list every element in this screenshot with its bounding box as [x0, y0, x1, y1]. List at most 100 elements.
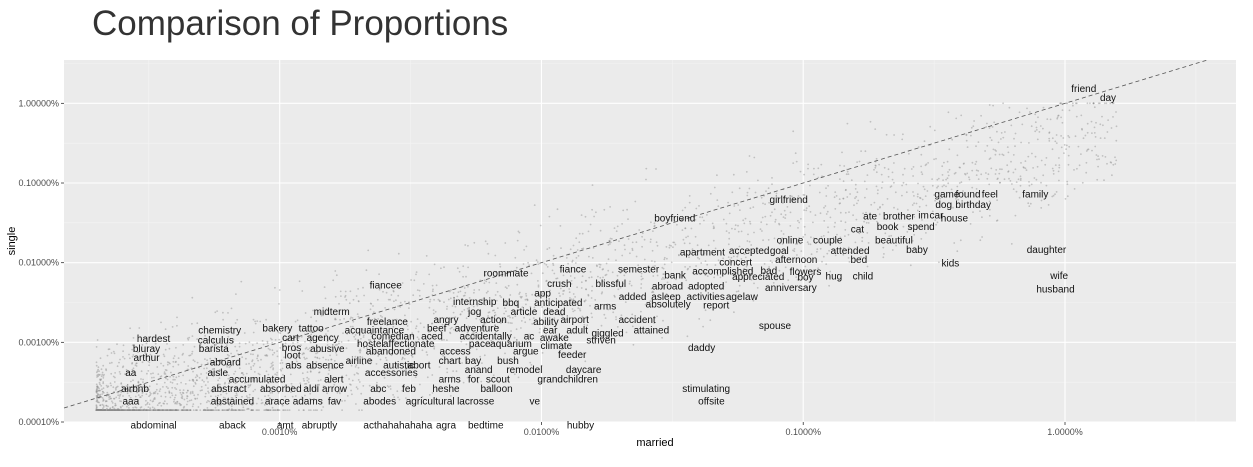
data-point — [1040, 125, 1042, 127]
data-point — [195, 377, 197, 379]
data-point — [1048, 140, 1050, 142]
data-point — [242, 409, 244, 411]
data-point — [171, 409, 173, 411]
data-point — [753, 232, 755, 234]
data-point — [160, 376, 162, 378]
data-point — [1006, 164, 1008, 166]
data-point — [641, 236, 643, 238]
data-point — [457, 267, 459, 269]
data-point — [114, 403, 116, 405]
data-point — [306, 358, 308, 360]
data-point — [936, 179, 938, 181]
data-point — [240, 281, 242, 283]
data-point — [684, 207, 686, 209]
data-point — [864, 197, 866, 199]
data-point — [410, 279, 412, 281]
data-point — [525, 304, 527, 306]
data-point — [827, 211, 829, 213]
data-point — [1007, 146, 1009, 148]
data-point — [1054, 193, 1056, 195]
word-label: accident — [618, 315, 655, 326]
data-point — [820, 212, 822, 214]
word-label: offsite — [698, 397, 725, 408]
data-point — [341, 409, 343, 411]
data-point — [870, 204, 872, 206]
data-point — [221, 409, 223, 411]
data-point — [197, 362, 199, 364]
data-point — [593, 247, 595, 249]
data-point — [1115, 140, 1117, 142]
data-point — [142, 381, 144, 383]
data-point — [278, 339, 280, 341]
data-point — [661, 267, 663, 269]
data-point — [1032, 167, 1034, 169]
data-point — [1086, 150, 1088, 152]
data-point — [762, 239, 764, 241]
data-point — [173, 399, 175, 401]
data-point — [927, 162, 929, 164]
data-point — [985, 126, 987, 128]
data-point — [488, 282, 490, 284]
data-point — [886, 134, 888, 136]
word-label: daughter — [1027, 245, 1067, 256]
data-point — [460, 314, 462, 316]
data-point — [348, 340, 350, 342]
data-point — [435, 311, 437, 313]
data-point — [346, 347, 348, 349]
data-point — [178, 376, 180, 378]
data-point — [160, 405, 162, 407]
data-point — [205, 393, 207, 395]
data-point — [590, 271, 592, 273]
data-point — [117, 409, 119, 411]
data-point — [823, 256, 825, 258]
data-point — [426, 354, 428, 356]
data-point — [605, 317, 607, 319]
data-point — [266, 354, 268, 356]
data-point — [176, 401, 178, 403]
data-point — [631, 285, 633, 287]
data-point — [636, 256, 638, 258]
data-point — [129, 327, 131, 329]
data-point — [697, 244, 699, 246]
data-point — [370, 308, 372, 310]
data-point — [192, 403, 194, 405]
data-point — [164, 400, 166, 402]
word-label: added — [619, 292, 647, 303]
data-point — [499, 266, 501, 268]
data-point — [497, 307, 499, 309]
data-point — [544, 263, 546, 265]
data-point — [182, 354, 184, 356]
data-point — [223, 409, 225, 411]
data-point — [820, 248, 822, 250]
data-point — [1029, 185, 1031, 187]
data-point — [855, 188, 857, 190]
data-point — [260, 359, 262, 361]
data-point — [272, 349, 274, 351]
data-point — [861, 240, 863, 242]
data-point — [792, 130, 794, 132]
word-label: balloon — [480, 384, 512, 395]
data-point — [615, 319, 617, 321]
data-point — [357, 388, 359, 390]
data-point — [252, 390, 254, 392]
data-point — [167, 364, 169, 366]
data-point — [528, 264, 530, 266]
data-point — [1096, 154, 1098, 156]
data-point — [141, 406, 143, 408]
data-point — [882, 247, 884, 249]
data-point — [812, 222, 814, 224]
data-point — [975, 145, 977, 147]
data-point — [200, 403, 202, 405]
data-point — [1068, 146, 1070, 148]
data-point — [737, 204, 739, 206]
data-point — [164, 371, 166, 373]
data-point — [151, 377, 153, 379]
data-point — [1020, 185, 1022, 187]
word-label: aa — [125, 368, 137, 379]
data-point — [590, 224, 592, 226]
data-point — [581, 214, 583, 216]
data-point — [473, 292, 475, 294]
data-point — [111, 352, 113, 354]
data-point — [314, 356, 316, 358]
data-point — [159, 388, 161, 390]
